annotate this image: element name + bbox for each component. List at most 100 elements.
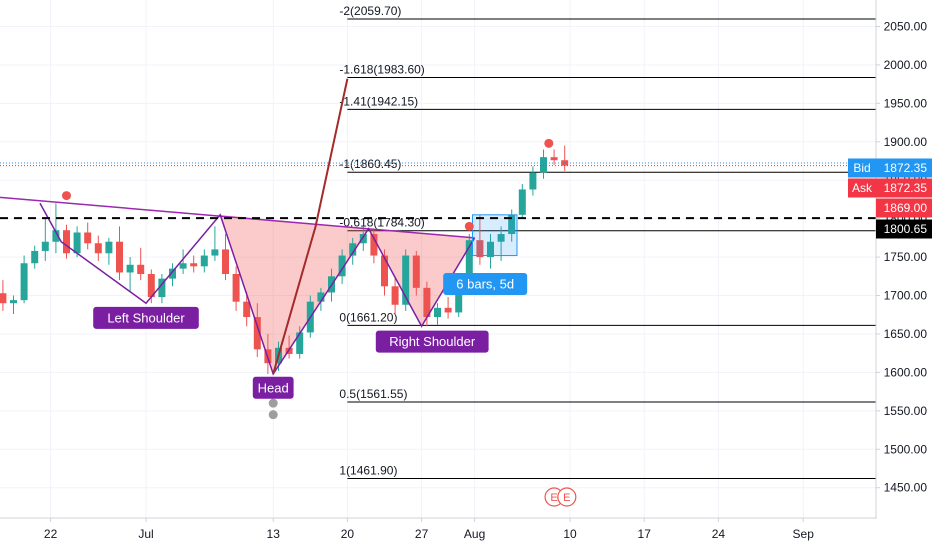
pattern-label[interactable]: Left Shoulder: [93, 306, 199, 329]
price-badge-value-box: [876, 198, 932, 218]
head-triangle-fill[interactable]: [220, 214, 369, 374]
candle-body: [338, 255, 346, 277]
candle-body: [550, 157, 558, 161]
pattern-label-box[interactable]: [375, 330, 489, 353]
time-axis[interactable]: 22 Jul 13 20 27 Aug 10 17 24 Sep: [44, 518, 814, 541]
candle-body: [232, 274, 240, 302]
candle-body: [116, 241, 123, 273]
pattern-label-text: Head: [258, 380, 289, 395]
candle-body: [211, 249, 219, 256]
candle-body: [487, 241, 494, 258]
price-badge-value: 1872.35: [884, 181, 928, 195]
pattern-label[interactable]: Head: [252, 376, 294, 399]
right-shoulder-triangle-fill[interactable]: [368, 228, 475, 327]
fib-level-label: -0.618(1784.30): [339, 216, 424, 230]
price-badge-tag-text: Ask: [852, 181, 873, 195]
price-tick-label: 1450.00: [884, 481, 928, 495]
fibonacci-levels: [347, 18, 876, 480]
candle-body: [412, 255, 420, 288]
price-tick-label: 1500.00: [884, 442, 928, 456]
candle-body: [52, 230, 60, 242]
fib-level-label: 0(1661.20): [339, 310, 397, 324]
time-tick-label: 13: [267, 527, 281, 541]
candle-body: [158, 278, 166, 298]
price-tick-label: 1750.00: [884, 250, 928, 264]
candle-body: [497, 234, 505, 242]
candle-body: [370, 234, 378, 256]
fibonacci-labels: -2(2059.70) -1.618(1983.60) -1.41(1942.15)…: [339, 4, 424, 478]
fib-level-label: -1(1860.45): [339, 157, 401, 171]
time-tick-label: 24: [712, 527, 726, 541]
date-range-box[interactable]: [471, 214, 518, 257]
candle-body: [296, 332, 304, 354]
price-badge: 1800.65: [876, 219, 932, 239]
price-tick-label: 1550.00: [884, 404, 928, 418]
time-tick-label: 20: [341, 527, 355, 541]
price-badge-tag: [848, 158, 876, 178]
earnings-event-label: E: [550, 492, 557, 504]
price-axis-panel[interactable]: [877, 0, 932, 518]
candle-body: [169, 268, 176, 279]
pattern-label[interactable]: Right Shoulder: [375, 330, 489, 353]
head-shoulders-pattern[interactable]: [220, 214, 475, 374]
candle-body: [179, 263, 187, 269]
pattern-overlay[interactable]: [0, 78, 554, 420]
candle-body: [222, 249, 229, 275]
price-tick-label: 1600.00: [884, 365, 928, 379]
candle-body: [518, 189, 526, 215]
pattern-label-box[interactable]: [443, 272, 528, 295]
pattern-label-text: Right Shoulder: [389, 334, 476, 349]
earnings-event-circle[interactable]: [557, 487, 577, 507]
pattern-label-box[interactable]: [252, 376, 294, 399]
candle-body: [465, 240, 473, 287]
price-badge-value: 1800.65: [884, 222, 928, 236]
candle-body: [84, 232, 92, 244]
candle-body: [31, 250, 39, 264]
candle-body: [73, 232, 81, 254]
candle-body: [476, 240, 484, 258]
time-tick-label: 10: [563, 527, 577, 541]
neckline[interactable]: [0, 192, 475, 239]
price-badge: Bid 1872.35: [848, 158, 932, 178]
projection-line[interactable]: [272, 78, 349, 375]
price-lines: [0, 162, 876, 220]
signal-dot: [268, 398, 278, 408]
candle-body: [508, 214, 516, 235]
earnings-event-marker[interactable]: E: [557, 487, 577, 507]
candle-body: [94, 243, 102, 254]
fib-level-label: -1.618(1983.60): [339, 63, 424, 77]
candle-body: [444, 307, 452, 313]
candle-body: [63, 230, 70, 254]
signal-dot: [464, 221, 474, 231]
candle-body: [200, 255, 208, 267]
candle-body: [243, 301, 251, 318]
price-badge-value: 1869.00: [884, 201, 928, 215]
price-tick-label: 2050.00: [884, 19, 928, 33]
price-tick-label: 1650.00: [884, 327, 928, 341]
pattern-zigzag[interactable]: [39, 202, 476, 376]
price-badge-value-box: [876, 178, 932, 198]
fib-level-label: -2(2059.70): [339, 4, 401, 18]
price-badge-tag: [848, 178, 876, 198]
time-axis-panel[interactable]: [0, 519, 932, 550]
time-tick-label: 22: [44, 527, 58, 541]
price-badge: Ask 1872.35: [848, 178, 932, 198]
candle-body: [10, 300, 17, 304]
price-badges: Bid 1872.35 Ask 1872.35 1869.00 1800.65: [848, 158, 932, 239]
candle-body: [126, 264, 134, 273]
candle-body: [253, 317, 261, 350]
earnings-event-label: E: [563, 492, 570, 504]
time-tick-label: Sep: [793, 527, 815, 541]
candle-body: [190, 263, 198, 267]
price-badge-value-box: [876, 158, 932, 178]
candle-body: [0, 293, 7, 304]
candle-body: [529, 172, 537, 190]
pattern-label-text: Left Shoulder: [107, 310, 185, 325]
candle-body: [359, 234, 367, 244]
pattern-label-box[interactable]: [93, 306, 199, 329]
price-tick-label: 1950.00: [884, 96, 928, 110]
pattern-labels[interactable]: Left Shoulder Head Right Shoulder 6 bars, 5…: [93, 272, 528, 399]
pattern-label[interactable]: 6 bars, 5d: [443, 272, 528, 295]
